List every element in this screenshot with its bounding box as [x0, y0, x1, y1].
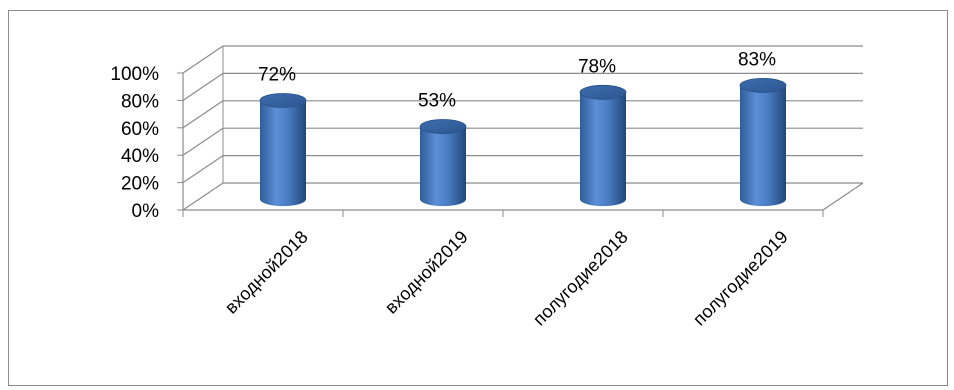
gridline-side — [182, 45, 224, 74]
bar-body — [260, 100, 306, 207]
x-tick-label: входной2018 — [221, 227, 312, 318]
y-tick-label: 40% — [121, 146, 159, 167]
x-tick-label: полугодие2018 — [529, 227, 632, 330]
y-tick-label: 20% — [121, 174, 159, 195]
gridline-side — [182, 72, 224, 101]
gridline-side — [182, 155, 224, 184]
gridline-side — [182, 127, 224, 156]
bar — [739, 78, 787, 207]
y-tick-label: 0% — [132, 201, 160, 222]
gridline-side — [182, 100, 224, 129]
data-label: 53% — [418, 91, 456, 112]
data-label: 72% — [258, 65, 296, 86]
bars-layer — [259, 78, 787, 207]
bar-body — [740, 85, 786, 207]
floor-right-edge — [822, 182, 864, 211]
bar-top — [739, 78, 787, 93]
bar-top — [259, 93, 307, 108]
y-tick-label: 80% — [121, 91, 159, 112]
chart-frame — [8, 10, 948, 386]
x-tick-label: полугодие2019 — [689, 227, 792, 330]
labels-layer: 72% входной2018 53% входной2019 78% полугодие… — [221, 49, 792, 329]
y-tick-label: 60% — [121, 119, 159, 140]
data-label: 78% — [578, 56, 616, 77]
data-label: 83% — [738, 49, 776, 70]
bar — [579, 84, 627, 207]
bar — [419, 119, 467, 207]
axis-layer: 0% 20% 40% 60% 80% 100% — [110, 64, 824, 222]
bar-top — [579, 84, 627, 100]
x-tick-label: входной2019 — [381, 227, 472, 318]
bar-body — [580, 92, 626, 207]
bar-top — [419, 119, 467, 134]
bar — [259, 93, 307, 207]
gridline-side — [182, 182, 224, 211]
y-tick-label: 100% — [110, 64, 159, 85]
bar-body — [420, 126, 466, 207]
